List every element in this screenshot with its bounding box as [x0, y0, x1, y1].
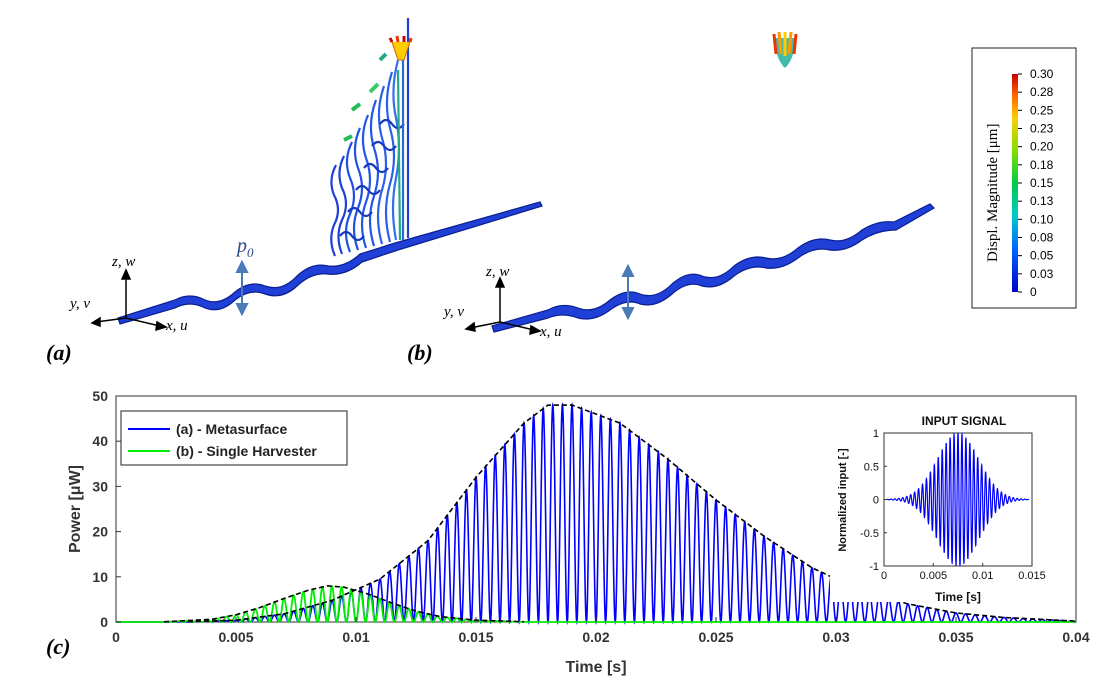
input-signal-line — [886, 432, 1030, 566]
colorbar-tick-label: 0.03 — [1030, 267, 1054, 281]
inset-y-tick-label: -0.5 — [860, 528, 879, 540]
inset-y-tick-label: 1 — [873, 428, 879, 440]
legend-label-single-harvester: (b) - Single Harvester — [176, 443, 317, 459]
x-tick-label: 0.01 — [342, 629, 369, 645]
coordinate-axes-b — [464, 276, 542, 336]
x-tick-label: 0.02 — [582, 629, 609, 645]
structure-illustration: p0 z, w y, v x, u — [68, 18, 1077, 340]
x-tick-label: 0.005 — [218, 629, 253, 645]
plate-a — [117, 201, 543, 325]
inset-x-tick-label: 0.005 — [920, 570, 948, 582]
colorbar: 0.30 0.28 0.25 0.23 0.20 0.18 0.15 0.13 0.10 0.08… — [971, 47, 1077, 309]
colorbar-tick-label: 0 — [1030, 285, 1037, 299]
colorbar-tick-label: 0.23 — [1030, 122, 1054, 136]
x-axis-label-b: x, u — [539, 324, 562, 340]
single-harvester-envelope — [163, 585, 525, 623]
colorbar-tick-label: 0.15 — [1030, 176, 1054, 190]
inset-y-tick-label: -1 — [869, 561, 879, 573]
colorbar-ticks: 0.30 0.28 0.25 0.23 0.20 0.18 0.15 0.13 0.10 0.08… — [1018, 67, 1054, 299]
load-label: p0 — [235, 235, 254, 260]
panel-label-a: (a) — [46, 340, 72, 365]
inset-x-tick-label: 0.01 — [972, 570, 993, 582]
colorbar-tick-label: 0.18 — [1030, 158, 1054, 172]
inset-x-tick-label: 0 — [881, 570, 887, 582]
x-tick-label: 0.03 — [822, 629, 849, 645]
plate-b — [491, 203, 935, 333]
legend-label-metasurface: (a) - Metasurface — [176, 421, 287, 437]
y-tick-label: 50 — [92, 388, 108, 404]
x-tick-label: 0.015 — [458, 629, 493, 645]
colorbar-tick-label: 0.10 — [1030, 212, 1054, 226]
x-tick-labels: 0 0.005 0.01 0.015 0.02 0.025 0.03 0.035 0.04 — [112, 617, 1090, 645]
colorbar-tick-label: 0.28 — [1030, 85, 1054, 99]
inset-y-axis-title: Normalized input [-] — [837, 448, 849, 552]
inset-x-axis-title: Time [s] — [935, 590, 981, 604]
panel-label-c: (c) — [46, 634, 71, 659]
inset-title: INPUT SIGNAL — [922, 414, 1007, 428]
colorbar-tick-label: 0.20 — [1030, 140, 1054, 154]
colorbar-tick-label: 0.13 — [1030, 194, 1054, 208]
inset-y-tick-label: 0 — [873, 495, 879, 507]
z-axis-label-a: z, w — [111, 254, 135, 270]
x-tick-label: 0 — [112, 629, 120, 645]
load-arrow-b — [621, 263, 635, 321]
resonator-array — [330, 18, 410, 257]
inset-x-tick-labels: 0 0.005 0.01 0.015 — [881, 563, 1046, 582]
y-tick-labels: 0 10 20 30 40 50 — [92, 388, 121, 630]
metasurface-envelope — [187, 404, 1077, 623]
inset-input-signal: INPUT SIGNAL 0 0.005 0.01 0.015 1 0.5 0 -0.5 -1… — [830, 408, 1052, 604]
y-tick-label: 40 — [92, 433, 108, 449]
inset-x-tick-label: 0.015 — [1018, 570, 1046, 582]
x-tick-label: 0.025 — [698, 629, 733, 645]
load-arrow-a — [235, 259, 249, 317]
colorbar-tick-label: 0.25 — [1030, 103, 1054, 117]
single-harvester-structure: z, w y, v x, u — [442, 31, 935, 340]
inset-y-tick-labels: 1 0.5 0 -0.5 -1 — [860, 428, 887, 573]
y-axis-label-b: y, v — [442, 304, 464, 320]
x-axis-title: Time [s] — [565, 659, 626, 676]
y-tick-label: 0 — [100, 614, 108, 630]
z-axis-label-b: z, w — [485, 264, 509, 280]
colorbar-tick-label: 0.30 — [1030, 67, 1054, 81]
y-tick-label: 10 — [92, 569, 108, 585]
x-axis-label-a: x, u — [165, 318, 188, 334]
colorbar-title: Displ. Magnitude [μm] — [985, 124, 1001, 262]
power-chart: 0 0.005 0.01 0.015 0.02 0.025 0.03 0.035 0.04 01… — [67, 388, 1090, 676]
metasurface-structure: p0 z, w y, v x, u — [68, 18, 543, 334]
resonator-tip-b — [772, 31, 798, 68]
panel-label-b: (b) — [407, 340, 433, 365]
coordinate-axes-a — [90, 268, 168, 332]
y-tick-label: 20 — [92, 524, 108, 540]
colorbar-tick-label: 0.05 — [1030, 249, 1054, 263]
colorbar-gradient — [1012, 74, 1018, 292]
inset-y-tick-label: 0.5 — [864, 461, 879, 473]
x-tick-label: 0.04 — [1062, 629, 1089, 645]
colorbar-tick-label: 0.08 — [1030, 231, 1054, 245]
x-tick-label: 0.035 — [938, 629, 973, 645]
y-axis-label-a: y, v — [68, 296, 90, 312]
legend: (a) - Metasurface (b) - Single Harvester — [120, 410, 348, 466]
y-tick-label: 30 — [92, 478, 108, 494]
y-axis-title: Power [μW] — [67, 465, 84, 553]
resonator-tip-a — [388, 35, 413, 61]
